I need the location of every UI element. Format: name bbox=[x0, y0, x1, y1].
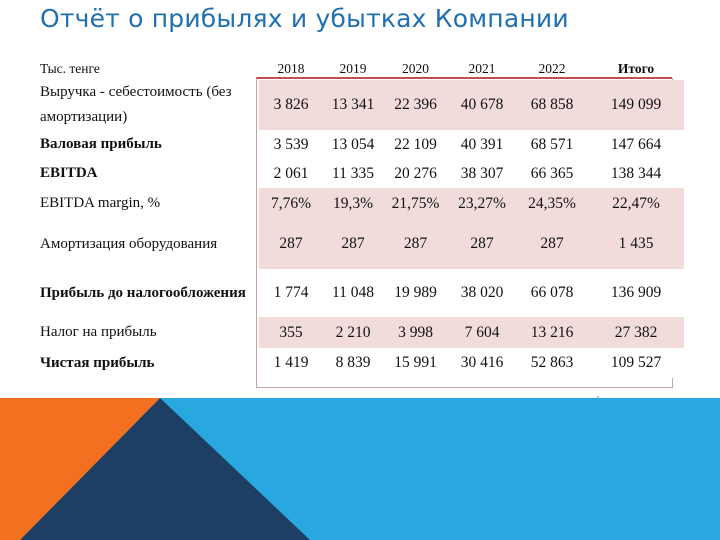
table-row: EBITDA margin, % 7,76% 19,3% 21,75% 23,2… bbox=[36, 188, 684, 219]
table-row: Амортизация оборудования 287 287 287 287… bbox=[36, 219, 684, 269]
cell: 38 307 bbox=[448, 159, 516, 188]
cell: 147 664 bbox=[588, 130, 684, 159]
cell: 11 048 bbox=[323, 269, 383, 317]
cell: 287 bbox=[383, 219, 448, 269]
cell: 13 216 bbox=[516, 317, 588, 348]
cell: 19 989 bbox=[383, 269, 448, 317]
footer-triangle-orange bbox=[0, 398, 160, 540]
cell: 15 991 bbox=[383, 348, 448, 378]
cell: 1 774 bbox=[259, 269, 323, 317]
cell: 7 604 bbox=[448, 317, 516, 348]
cell: 22 396 bbox=[383, 80, 448, 130]
cell: 2 210 bbox=[323, 317, 383, 348]
cell: 3 826 bbox=[259, 80, 323, 130]
cell: 21,75% bbox=[383, 188, 448, 219]
cell: 138 344 bbox=[588, 159, 684, 188]
cell: 7,76% bbox=[259, 188, 323, 219]
cell: 22,47% bbox=[588, 188, 684, 219]
cell: 136 909 bbox=[588, 269, 684, 317]
cell: 30 416 bbox=[448, 348, 516, 378]
cell: 68 858 bbox=[516, 80, 588, 130]
row-label: Выручка - себестоимость (без амортизации… bbox=[40, 84, 232, 125]
cell: 13 054 bbox=[323, 130, 383, 159]
footer-triangle-dark bbox=[20, 398, 310, 540]
unit-label: Тыс. тенге bbox=[40, 61, 100, 76]
row-label: Налог на прибыль bbox=[40, 324, 157, 340]
cell: 1 435 bbox=[588, 219, 684, 269]
total-header: Итого bbox=[617, 61, 655, 76]
cell: 66 365 bbox=[516, 159, 588, 188]
cell: 109 527 bbox=[588, 348, 684, 378]
row-label: Амортизация оборудования bbox=[40, 235, 218, 252]
year-header: 2022 bbox=[538, 61, 566, 76]
year-header: 2020 bbox=[402, 61, 429, 76]
table-row: Выручка - себестоимость (без амортизации… bbox=[36, 80, 684, 130]
cell: 287 bbox=[516, 219, 588, 269]
cell: 2 061 bbox=[259, 159, 323, 188]
table-row: Прибыль до налогообложения 1 774 11 048 … bbox=[36, 269, 684, 317]
cell: 149 099 bbox=[588, 80, 684, 130]
table-row: EBITDA 2 061 11 335 20 276 38 307 66 365… bbox=[36, 159, 684, 188]
cell: 13 341 bbox=[323, 80, 383, 130]
cell: 20 276 bbox=[383, 159, 448, 188]
table-row: Налог на прибыль 355 2 210 3 998 7 604 1… bbox=[36, 317, 684, 348]
cell: 287 bbox=[259, 219, 323, 269]
year-header: 2018 bbox=[277, 61, 305, 76]
pnl-table: Тыс. тенге 2018 2019 2020 2021 2022 Итог… bbox=[36, 58, 684, 378]
cell: 66 078 bbox=[516, 269, 588, 317]
cell: 40 678 bbox=[448, 80, 516, 130]
year-header: 2021 bbox=[468, 61, 496, 76]
cell: 68 571 bbox=[516, 130, 588, 159]
cell: 355 bbox=[259, 317, 323, 348]
cell: 40 391 bbox=[448, 130, 516, 159]
cell: 1 419 bbox=[259, 348, 323, 378]
cell: 287 bbox=[448, 219, 516, 269]
cell: 27 382 bbox=[588, 317, 684, 348]
header-rule bbox=[256, 77, 672, 79]
footer-band bbox=[0, 398, 720, 540]
row-label: Прибыль до налогообложения bbox=[40, 284, 246, 301]
year-header: 2019 bbox=[339, 61, 367, 76]
cell: 52 863 bbox=[516, 348, 588, 378]
cell: 3 998 bbox=[383, 317, 448, 348]
row-label: EBITDA bbox=[40, 165, 98, 181]
cell: 287 bbox=[323, 219, 383, 269]
table-row: Чистая прибыль 1 419 8 839 15 991 30 416… bbox=[36, 348, 684, 378]
cell: 38 020 bbox=[448, 269, 516, 317]
table-header-row: Тыс. тенге 2018 2019 2020 2021 2022 Итог… bbox=[36, 58, 684, 80]
cell: 24,35% bbox=[516, 188, 588, 219]
cell: 23,27% bbox=[448, 188, 516, 219]
page-title: Отчёт о прибылях и убытках Компании bbox=[40, 4, 569, 33]
row-label: EBITDA margin, % bbox=[40, 195, 161, 211]
row-label: Чистая прибыль bbox=[40, 354, 155, 371]
row-label: Валовая прибыль bbox=[40, 136, 162, 152]
cell: 3 539 bbox=[259, 130, 323, 159]
cell: 22 109 bbox=[383, 130, 448, 159]
cell: 8 839 bbox=[323, 348, 383, 378]
cell: 19,3% bbox=[323, 188, 383, 219]
cell: 11 335 bbox=[323, 159, 383, 188]
table-row: Валовая прибыль 3 539 13 054 22 109 40 3… bbox=[36, 130, 684, 159]
